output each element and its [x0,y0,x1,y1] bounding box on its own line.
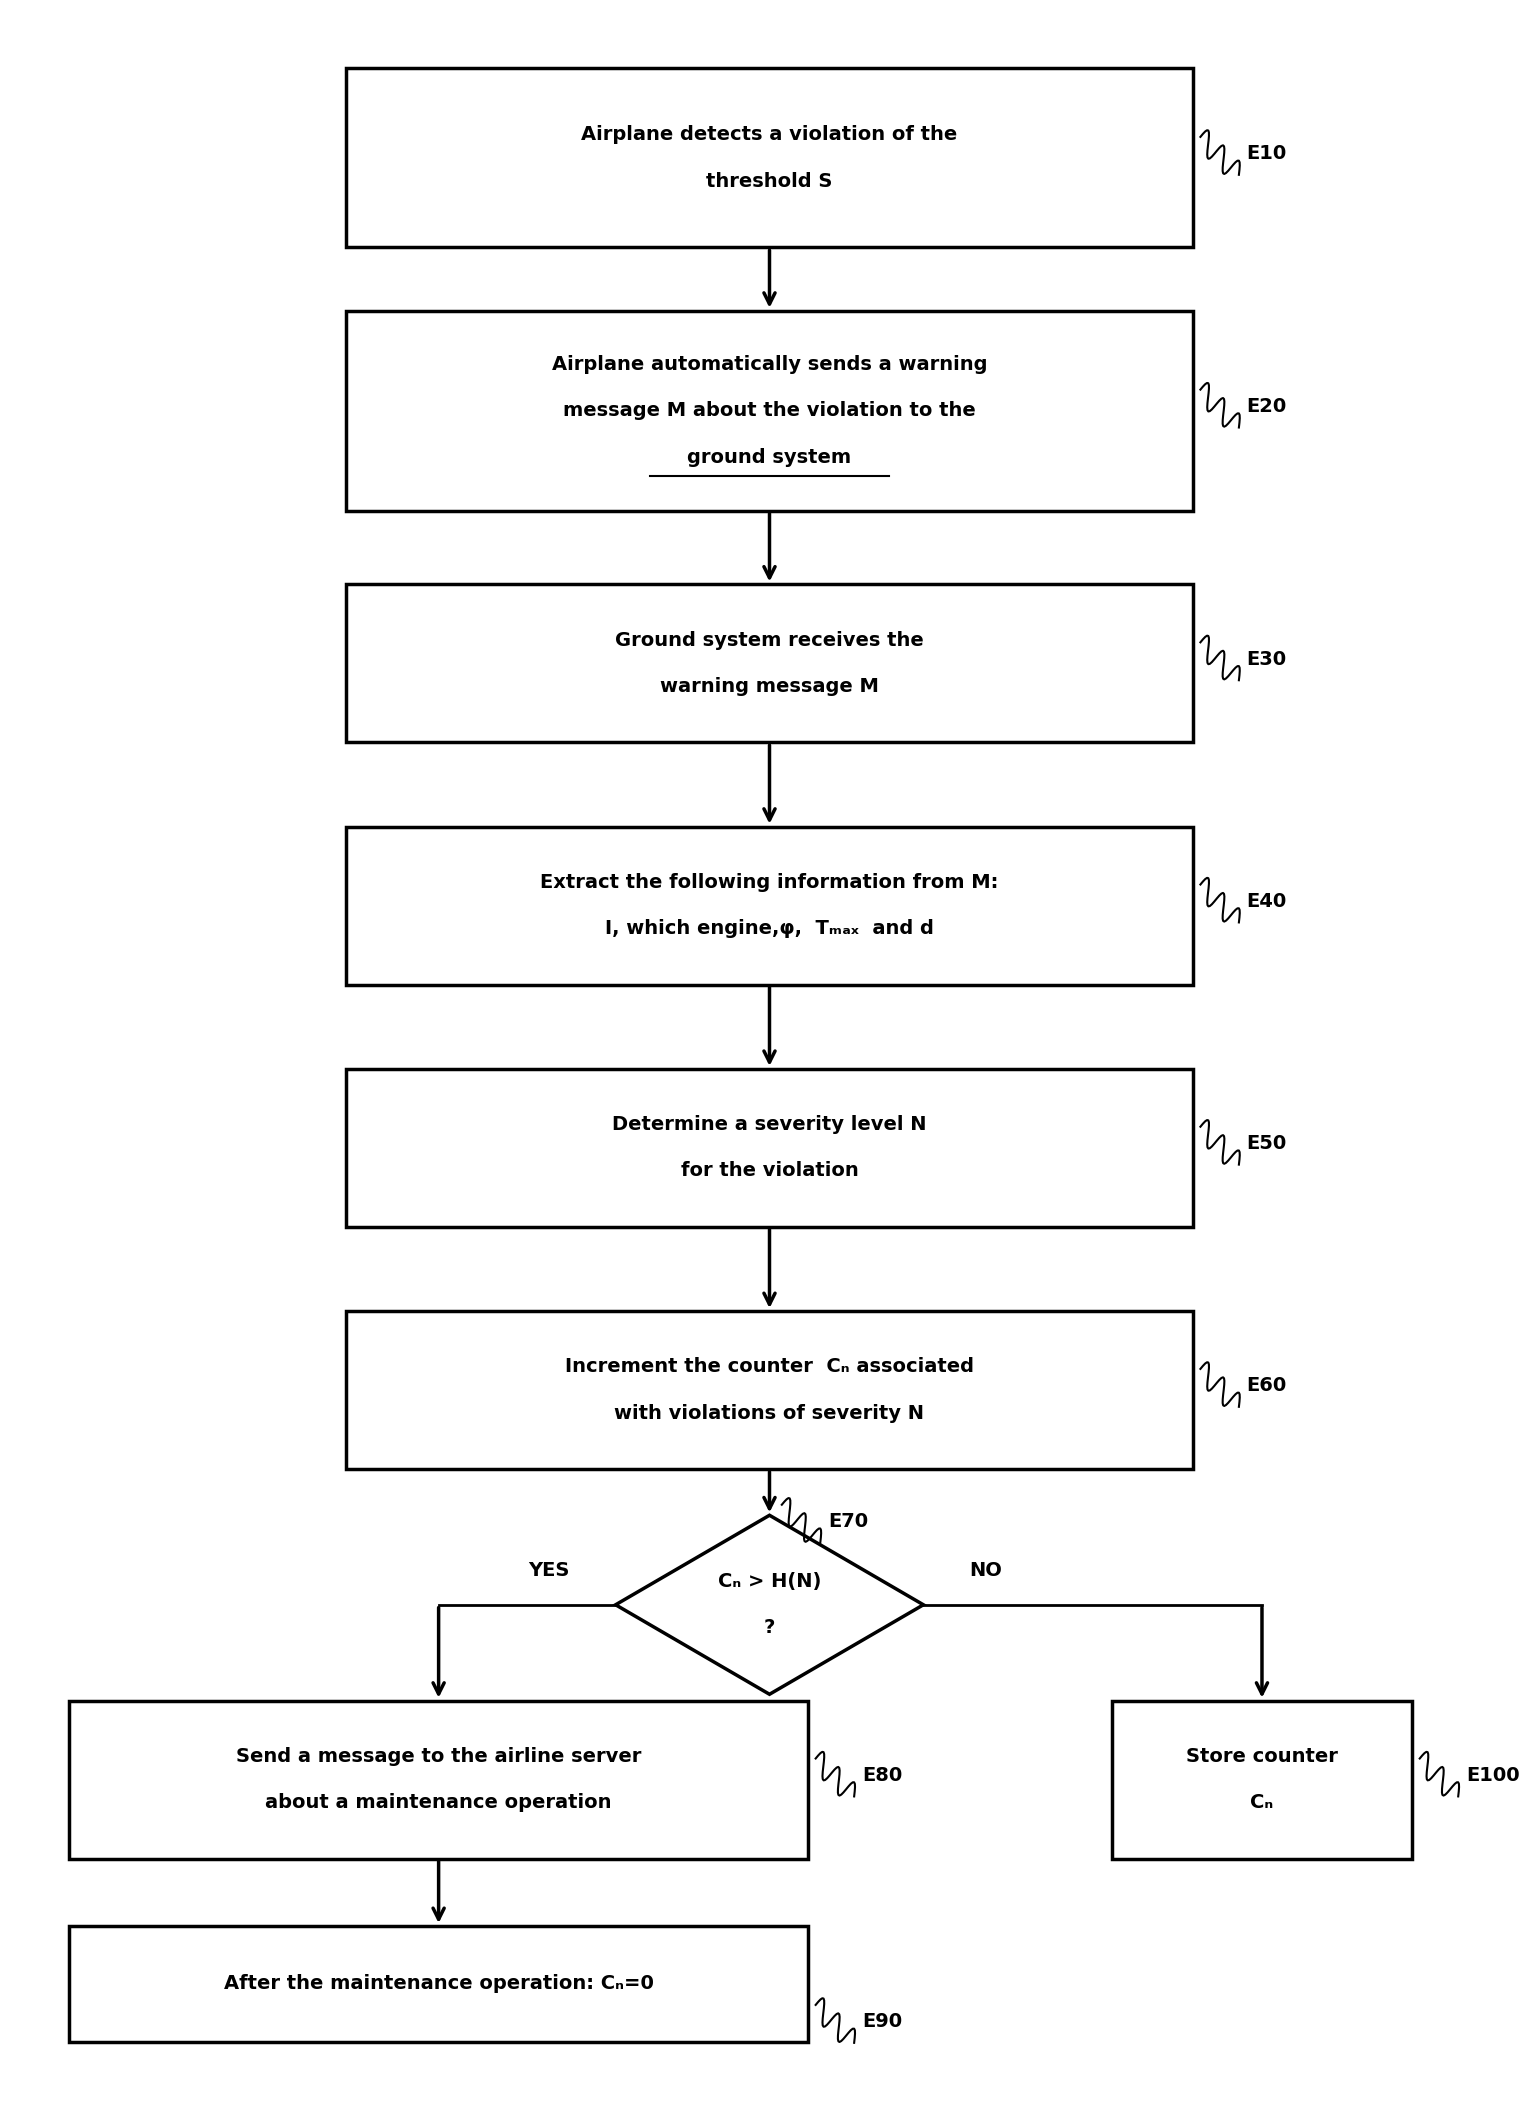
Text: ?: ? [763,1617,776,1638]
Text: E10: E10 [1247,143,1287,164]
Text: Airplane automatically sends a warning: Airplane automatically sends a warning [553,354,986,375]
Text: Cₙ: Cₙ [1250,1792,1274,1813]
FancyBboxPatch shape [346,828,1193,986]
Text: message M about the violation to the: message M about the violation to the [563,400,976,421]
FancyBboxPatch shape [346,1310,1193,1470]
Text: NO: NO [970,1561,1002,1580]
Polygon shape [616,1516,923,1693]
Text: I, which engine,φ,  Tₘₐₓ  and d: I, which engine,φ, Tₘₐₓ and d [605,918,934,939]
Text: YES: YES [528,1561,569,1580]
FancyBboxPatch shape [69,1702,808,1860]
FancyBboxPatch shape [346,583,1193,741]
Text: Ground system receives the: Ground system receives the [616,630,923,651]
Text: E80: E80 [862,1765,902,1786]
FancyBboxPatch shape [346,67,1193,246]
Text: E30: E30 [1247,649,1287,670]
Text: ground system: ground system [688,446,851,468]
Text: about a maintenance operation: about a maintenance operation [265,1792,613,1813]
Text: E70: E70 [828,1512,868,1531]
Text: threshold S: threshold S [706,171,833,192]
Text: Extract the following information from M:: Extract the following information from M… [540,872,999,893]
Text: Determine a severity level N: Determine a severity level N [613,1114,926,1135]
FancyBboxPatch shape [1111,1702,1413,1860]
FancyBboxPatch shape [69,1925,808,2043]
Text: E40: E40 [1247,891,1287,912]
Text: Increment the counter  Cₙ associated: Increment the counter Cₙ associated [565,1356,974,1377]
Text: with violations of severity N: with violations of severity N [614,1403,925,1424]
FancyBboxPatch shape [346,310,1193,510]
Text: E100: E100 [1465,1765,1519,1786]
Text: Send a message to the airline server: Send a message to the airline server [235,1746,642,1767]
Text: E90: E90 [862,2011,902,2032]
Text: for the violation: for the violation [680,1160,859,1181]
Text: warning message M: warning message M [660,676,879,697]
Text: Store counter: Store counter [1187,1746,1337,1767]
Text: E60: E60 [1247,1375,1287,1396]
Text: After the maintenance operation: Cₙ=0: After the maintenance operation: Cₙ=0 [223,1973,654,1994]
FancyBboxPatch shape [346,1068,1193,1226]
Text: Airplane detects a violation of the: Airplane detects a violation of the [582,124,957,145]
Text: E20: E20 [1247,396,1287,417]
Text: E50: E50 [1247,1133,1287,1154]
Text: Cₙ > H(N): Cₙ > H(N) [717,1571,822,1592]
